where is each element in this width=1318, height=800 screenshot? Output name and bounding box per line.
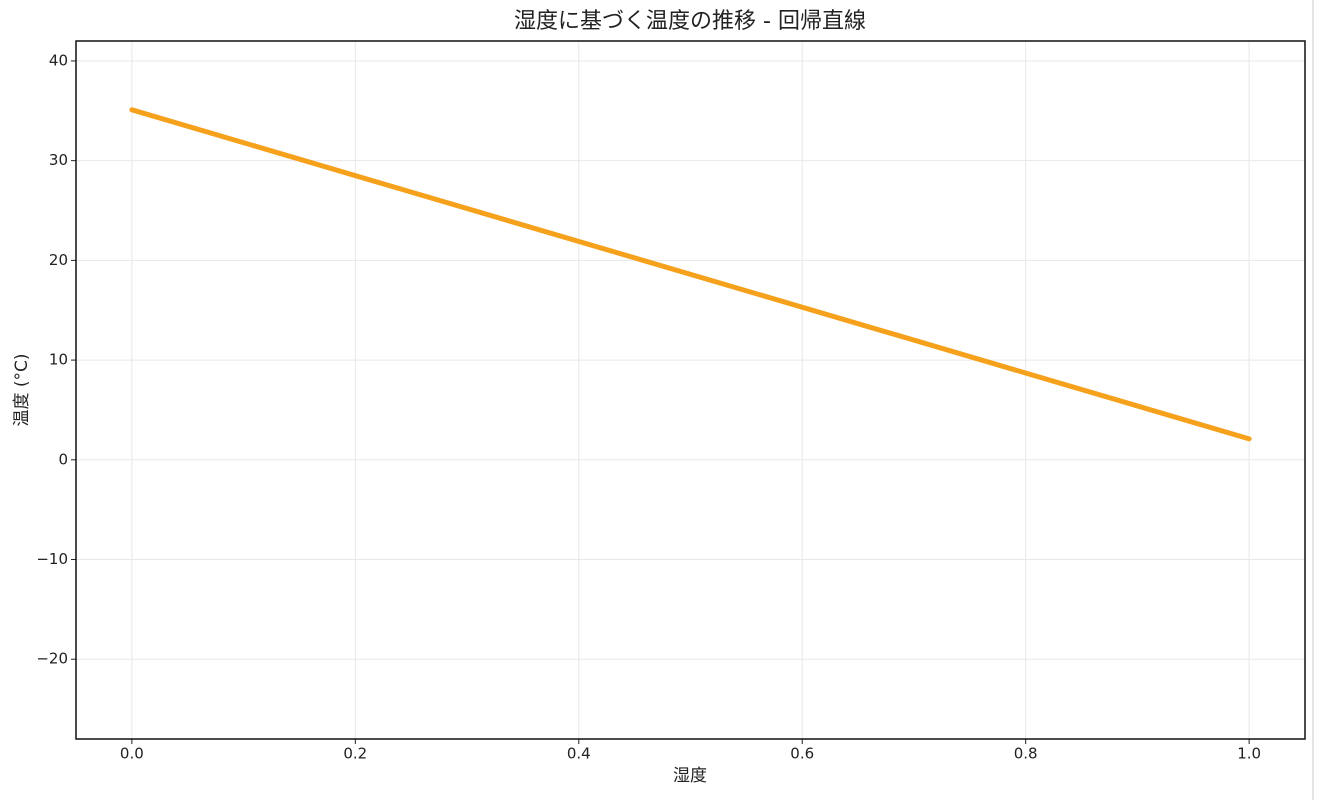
x-tick-label: 0.0 — [120, 745, 144, 763]
x-tick-label: 0.2 — [343, 745, 367, 763]
y-tick-label: 20 — [49, 251, 68, 269]
y-tick-label: 10 — [49, 351, 68, 369]
y-tick-label: 30 — [49, 151, 68, 169]
chart-title: 湿度に基づく温度の推移 - 回帰直線 — [514, 9, 866, 34]
regression-line — [129, 107, 1252, 442]
plot-frame — [75, 40, 1306, 740]
y-tick-label: −10 — [36, 550, 68, 568]
y-tick-label: 40 — [49, 51, 68, 69]
x-tick-label: 0.6 — [790, 745, 814, 763]
y-tick-label: −20 — [36, 650, 68, 668]
y-tick-label: 0 — [58, 450, 68, 468]
x-tick-label: 0.4 — [567, 745, 591, 763]
y-axis-label: 温度 (°C) — [12, 353, 32, 426]
x-tick-label: 0.8 — [1014, 745, 1038, 763]
x-tick-label: 1.0 — [1237, 745, 1261, 763]
x-axis-label: 湿度 — [673, 766, 707, 786]
